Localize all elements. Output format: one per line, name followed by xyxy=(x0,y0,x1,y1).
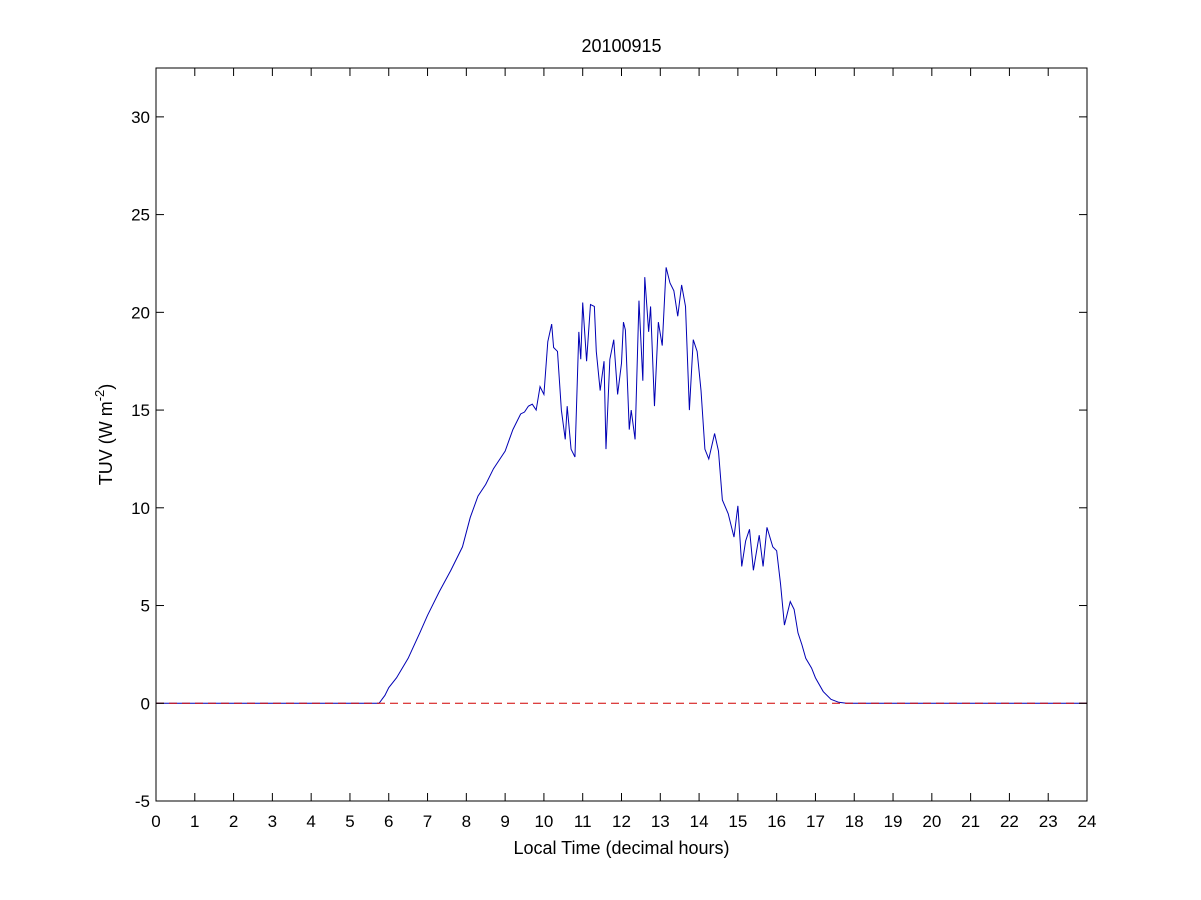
series-layer xyxy=(156,267,1087,704)
x-tick-label: 6 xyxy=(384,812,393,831)
y-tick-label: 25 xyxy=(131,206,150,225)
plot-area xyxy=(156,68,1087,801)
x-tick-label: 17 xyxy=(806,812,825,831)
x-tick-label: 18 xyxy=(845,812,864,831)
x-tick-label: 3 xyxy=(268,812,277,831)
x-tick-label: 15 xyxy=(728,812,747,831)
y-axis-label: TUV (W m-2) xyxy=(92,384,116,486)
x-tick-label: 24 xyxy=(1078,812,1097,831)
tick-layer: 0 1 2 3 4 5 6 7 8 9 10 11 12 13 14 15 16 17 18 19 20 21 22 23 24… xyxy=(131,68,1096,831)
y-tick-label: 20 xyxy=(131,303,150,322)
x-tick-label: 13 xyxy=(651,812,670,831)
x-tick-label: 22 xyxy=(1000,812,1019,831)
y-axis-label-exponent: -2 xyxy=(92,390,107,402)
x-tick-label: 14 xyxy=(690,812,709,831)
x-tick-label: 0 xyxy=(151,812,160,831)
x-tick-label: 23 xyxy=(1039,812,1058,831)
series-line-0 xyxy=(156,267,1087,704)
x-tick-label: 10 xyxy=(534,812,553,831)
x-tick-label: 11 xyxy=(574,812,592,831)
y-tick-label: 30 xyxy=(131,108,150,127)
y-axis-label-suffix: ) xyxy=(96,384,116,390)
x-tick-label: 20 xyxy=(922,812,941,831)
y-tick-label: 5 xyxy=(141,597,150,616)
y-tick-label: 10 xyxy=(131,499,150,518)
x-tick-label: 9 xyxy=(500,812,509,831)
x-tick-label: 12 xyxy=(612,812,631,831)
x-tick-label: 7 xyxy=(423,812,432,831)
x-tick-label: 2 xyxy=(229,812,238,831)
y-tick-label: 15 xyxy=(131,401,150,420)
x-tick-label: 4 xyxy=(306,812,315,831)
x-tick-label: 16 xyxy=(767,812,786,831)
x-tick-label: 1 xyxy=(190,812,199,831)
x-tick-label: 19 xyxy=(884,812,903,831)
x-tick-label: 8 xyxy=(462,812,471,831)
y-axis-label-base: TUV (W m xyxy=(96,401,116,485)
chart-title: 20100915 xyxy=(581,36,661,56)
y-tick-label: -5 xyxy=(135,792,150,811)
x-tick-label: 5 xyxy=(345,812,354,831)
x-axis-label: Local Time (decimal hours) xyxy=(513,838,729,858)
y-tick-label: 0 xyxy=(141,694,150,713)
x-tick-label: 21 xyxy=(961,812,980,831)
